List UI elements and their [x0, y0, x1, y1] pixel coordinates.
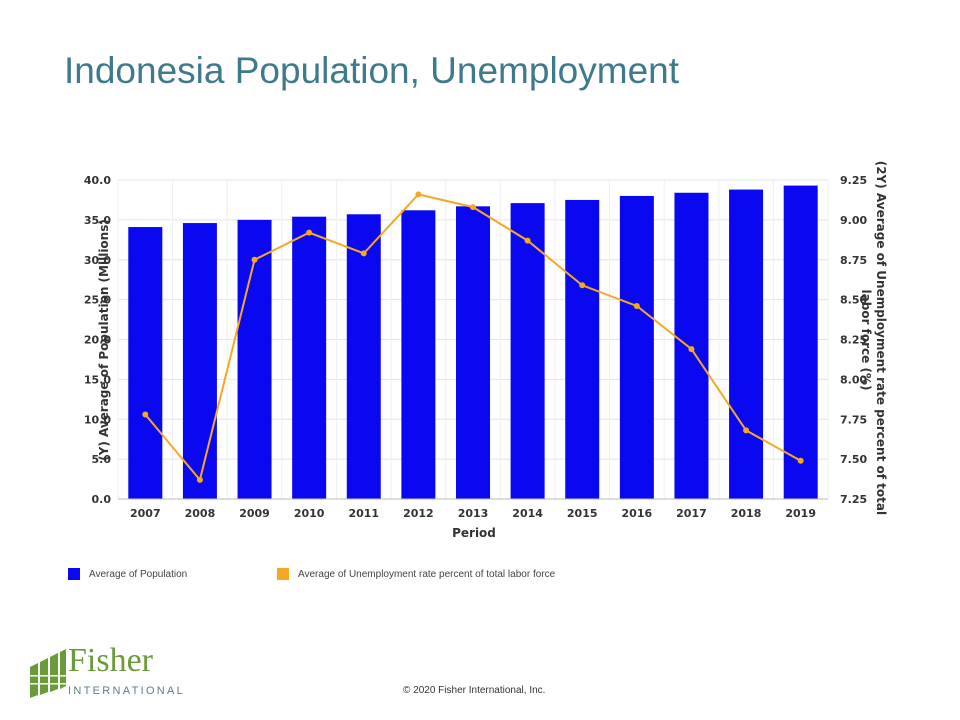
unemployment-line: [142, 191, 804, 483]
bar-2019: [783, 185, 818, 499]
x-tick-label: 2015: [567, 507, 598, 520]
population-bars: [128, 185, 818, 500]
bar-2017: [674, 192, 709, 499]
x-tick-label: 2014: [512, 507, 543, 520]
legend-swatch-population: [68, 568, 80, 580]
bar-2015: [565, 199, 600, 499]
point-2011: [360, 250, 367, 257]
axes: 0.0 5.0 10.0 15.0 20.0 25.0 30.0 35.0 40.0 7.25 7.…: [84, 174, 868, 520]
point-2007: [142, 411, 149, 418]
x-tick-label: 2011: [348, 507, 379, 520]
y2-tick-label: 9.25: [840, 174, 867, 187]
x-tick-label: 2018: [731, 507, 762, 520]
legend-swatch-unemployment: [277, 568, 289, 580]
x-tick-label: 2013: [458, 507, 489, 520]
point-2019: [797, 457, 804, 464]
y2-axis-label-line1: (2Y) Average of Unemployment rate percen…: [874, 161, 888, 515]
y2-axis-label: (2Y) Average of Unemployment rate percen…: [859, 161, 888, 520]
bar-2013: [456, 206, 490, 499]
y2-axis-label-line2: labor force (%): [859, 290, 873, 391]
x-axis-label: Period: [452, 526, 496, 540]
x-tick-label: 2012: [403, 507, 434, 520]
legend-label-population: Average of Population: [89, 568, 188, 580]
legend-item-unemployment[interactable]: Average of Unemployment rate percent of …: [277, 568, 555, 580]
y2-tick-label: 8.00: [840, 373, 867, 386]
logo-subtitle: INTERNATIONAL: [68, 685, 186, 697]
bar-2010: [292, 216, 327, 499]
y2-tick-label: 8.75: [840, 254, 867, 267]
point-2010: [306, 229, 313, 236]
fisher-logo-icon: [30, 649, 66, 698]
y-tick-label: 20.0: [84, 334, 111, 347]
y-tick-label: 0.0: [92, 493, 112, 506]
y2-tick-label: 7.75: [840, 413, 867, 426]
x-tick-label: 2008: [185, 507, 216, 520]
bar-2014: [510, 203, 545, 499]
y2-tick-label: 7.25: [840, 493, 867, 506]
bar-2016: [619, 195, 654, 499]
bar-2012: [401, 210, 436, 499]
point-2016: [633, 303, 640, 310]
x-tick-label: 2019: [785, 507, 816, 520]
slide-title: Indonesia Population, Unemployment: [64, 50, 679, 91]
point-2017: [688, 346, 695, 353]
copyright-text: © 2020 Fisher International, Inc.: [403, 685, 546, 696]
x-tick-label: 2010: [294, 507, 325, 520]
x-tick-label: 2009: [239, 507, 270, 520]
y2-tick-label: 9.00: [840, 214, 867, 227]
bar-2008: [182, 223, 217, 499]
point-2009: [251, 256, 258, 263]
x-tick-label: 2017: [676, 507, 707, 520]
bar-2009: [237, 219, 272, 499]
point-2008: [196, 476, 203, 483]
point-2012: [415, 191, 422, 198]
legend-item-population[interactable]: Average of Population: [68, 568, 187, 580]
y2-tick-label: 7.50: [840, 453, 867, 466]
x-tick-label: 2016: [622, 507, 653, 520]
y2-tick-label: 8.25: [840, 334, 867, 347]
bar-2011: [346, 214, 381, 500]
legend-label-unemployment: Average of Unemployment rate percent of …: [298, 568, 556, 580]
point-2015: [579, 282, 586, 289]
y-tick-label: 15.0: [84, 373, 111, 386]
y-axis-label: (Y) Average of Population (Millions): [97, 219, 111, 461]
bar-2007: [128, 227, 163, 500]
y-tick-label: 25.0: [84, 294, 111, 307]
bar-2018: [729, 189, 764, 499]
point-2013: [470, 204, 476, 211]
x-tick-label: 2007: [130, 507, 161, 520]
y-tick-label: 30.0: [84, 254, 111, 267]
y-tick-label: 5.0: [92, 453, 112, 466]
logo-word: Fisher: [68, 642, 153, 679]
y2-tick-label: 8.50: [840, 294, 867, 307]
y-tick-label: 35.0: [84, 214, 111, 227]
y-tick-label: 10.0: [84, 413, 111, 426]
point-2014: [524, 237, 531, 244]
point-2018: [743, 427, 750, 434]
y-tick-label: 40.0: [84, 174, 111, 187]
